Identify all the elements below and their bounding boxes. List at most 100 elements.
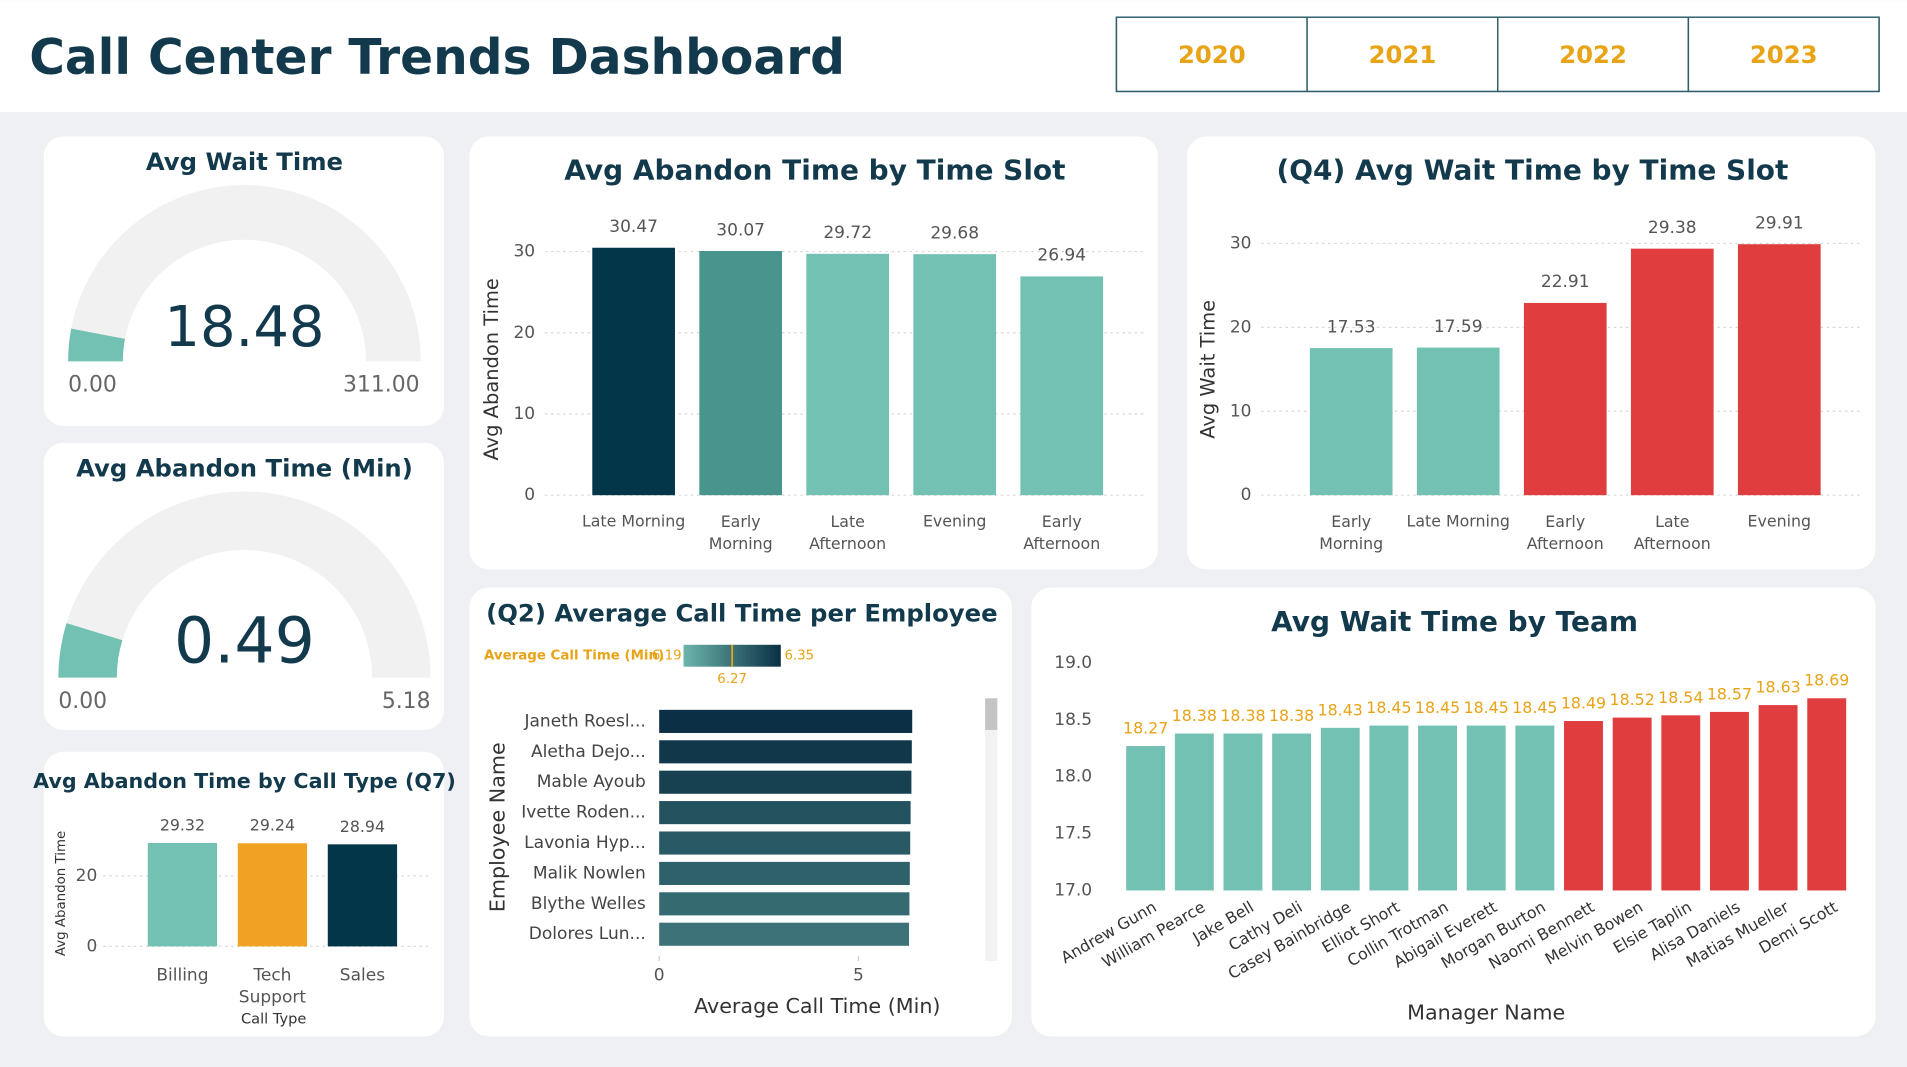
y-axis-title: Avg Abandon Time	[54, 831, 69, 956]
data-label: 18.45	[1415, 698, 1460, 717]
y-tick-label: 17.0	[1054, 880, 1092, 900]
year-button-bg[interactable]	[1687, 16, 1880, 93]
year-button-label[interactable]: 2021	[1369, 40, 1437, 69]
x-tick-label: Billing	[156, 966, 208, 986]
bar	[913, 254, 997, 496]
x-tick-label: Evening	[1748, 511, 1812, 530]
bar	[806, 253, 890, 496]
bar	[699, 250, 783, 496]
data-label: 18.49	[1561, 693, 1606, 712]
scrollbar[interactable]	[985, 698, 998, 961]
y-tick-label: 0	[1241, 485, 1252, 505]
data-label: 17.59	[1434, 317, 1483, 337]
data-label: 18.57	[1707, 684, 1752, 703]
scrollbar-thumb[interactable]	[985, 698, 998, 730]
x-tick-label: Early Afternoon	[1527, 511, 1604, 552]
data-label: 18.52	[1610, 690, 1655, 709]
bar	[659, 801, 911, 825]
data-label: 18.43	[1318, 700, 1363, 719]
bar	[659, 770, 912, 794]
gauge-fill	[58, 623, 123, 678]
x-tick-label: Late Afternoon	[809, 511, 886, 552]
gauge-max: 311.00	[343, 373, 420, 398]
y-tick-label: 10	[1230, 401, 1252, 421]
year-button[interactable]: 2020	[1115, 16, 1308, 93]
year-button[interactable]: 2023	[1687, 16, 1880, 93]
bar	[659, 892, 910, 916]
gauge-value: 0.49	[174, 603, 315, 677]
x-tick-label: 5	[853, 966, 864, 986]
bar	[1515, 725, 1555, 891]
data-label: 18.45	[1512, 698, 1557, 717]
data-label: 18.38	[1172, 706, 1217, 725]
data-label: 18.54	[1658, 688, 1703, 707]
x-tick-label: Early Morning	[1319, 511, 1383, 552]
legend-title: Average Call Time (Min)	[484, 649, 664, 664]
y-tick-label: 20	[76, 866, 98, 886]
year-button-bg[interactable]	[1497, 16, 1690, 93]
bar	[659, 922, 910, 946]
year-button-label[interactable]: 2020	[1178, 40, 1246, 69]
year-button-label[interactable]: 2022	[1559, 40, 1627, 69]
y-tick-label: 30	[1230, 233, 1252, 253]
y-axis-title: Avg Abandon Time	[480, 278, 503, 460]
x-tick-label: Late Afternoon	[1634, 511, 1711, 552]
data-label: 18.38	[1220, 706, 1265, 725]
y-tick-label: 20	[513, 323, 535, 343]
bar	[659, 709, 913, 733]
x-tick-label: Evening	[923, 511, 987, 530]
x-tick-label: 0	[654, 966, 665, 986]
legend-max: 6.35	[784, 649, 814, 664]
bar	[1369, 725, 1409, 891]
gauge-track	[68, 185, 421, 362]
data-label: 29.38	[1648, 218, 1697, 238]
x-tick-label: Late Morning	[582, 511, 685, 530]
bar	[1174, 733, 1214, 891]
y-axis-title: Employee Name	[486, 742, 510, 912]
bar	[1416, 347, 1500, 496]
bar	[659, 740, 912, 764]
year-button-label[interactable]: 2023	[1750, 40, 1818, 69]
data-label: 22.91	[1541, 272, 1590, 292]
bar	[1807, 698, 1847, 891]
bar	[1320, 727, 1360, 891]
y-tick-label: 19.0	[1054, 653, 1092, 673]
year-button[interactable]: 2022	[1497, 16, 1690, 93]
x-tick-label: Early Afternoon	[1023, 511, 1100, 552]
data-label: 17.53	[1327, 317, 1376, 337]
year-button-bg[interactable]	[1306, 16, 1499, 93]
x-tick-label: Early Morning	[709, 511, 773, 552]
chart-title: Avg Abandon Time by Time Slot	[564, 154, 1065, 187]
y-tick-label: 18.0	[1054, 767, 1092, 787]
gauge-min: 0.00	[58, 689, 107, 714]
chart-title: (Q2) Average Call Time per Employee	[486, 598, 997, 627]
bar	[1612, 717, 1652, 891]
bar	[1272, 733, 1312, 891]
page-title: Call Center Trends Dashboard	[29, 30, 845, 86]
legend-min: 6.19	[652, 649, 682, 664]
legend-mid: 6.27	[717, 672, 747, 687]
bar	[327, 844, 398, 947]
y-tick-label: Ivette Roden...	[521, 803, 646, 823]
data-label: 28.94	[340, 817, 385, 836]
data-label: 18.45	[1464, 698, 1509, 717]
y-tick-label: Lavonia Hyp...	[524, 833, 646, 853]
y-tick-label: Malik Nowlen	[533, 863, 646, 883]
gauge-min: 0.00	[68, 373, 117, 398]
chart-title: Avg Wait Time by Team	[1271, 605, 1638, 638]
data-label: 18.63	[1755, 678, 1800, 697]
bar	[592, 247, 675, 496]
x-tick-label: Sales	[340, 966, 385, 986]
year-button-bg[interactable]	[1115, 16, 1308, 93]
y-tick-label: Janeth Roesl...	[523, 711, 645, 731]
bar	[659, 861, 910, 885]
data-label: 18.38	[1269, 706, 1314, 725]
bar	[659, 831, 911, 855]
data-label: 30.47	[609, 217, 658, 237]
data-label: 29.72	[823, 223, 872, 243]
y-tick-label: 20	[1230, 317, 1252, 337]
bar	[1466, 725, 1506, 891]
y-tick-label: Mable Ayoub	[537, 772, 646, 792]
bar	[1418, 725, 1458, 891]
year-button[interactable]: 2021	[1306, 16, 1499, 93]
